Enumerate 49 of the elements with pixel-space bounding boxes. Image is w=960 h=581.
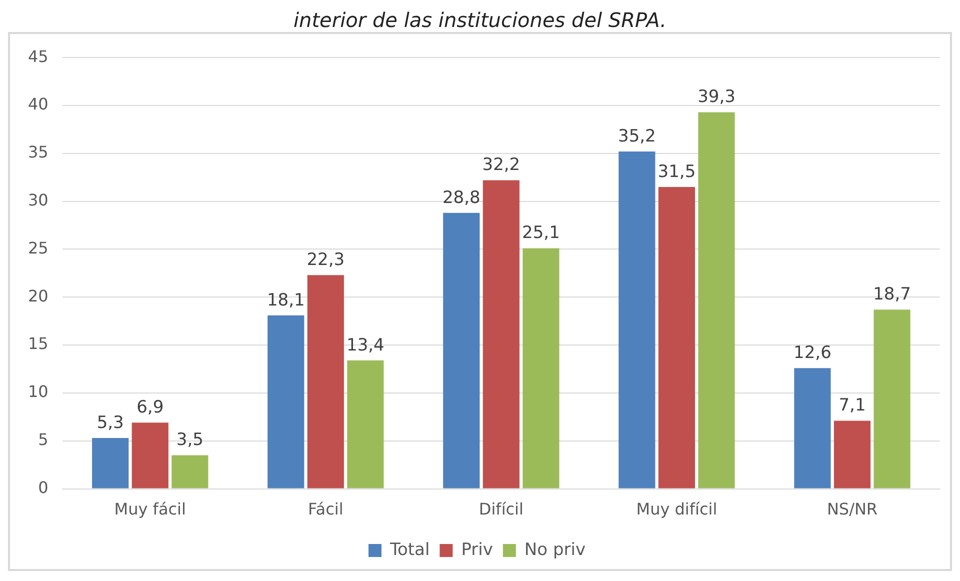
y-tick-label: 0 <box>38 478 48 497</box>
bar <box>92 438 129 488</box>
data-label: 35,2 <box>618 126 656 146</box>
y-tick-label: 10 <box>28 382 48 402</box>
legend-label: Priv <box>461 540 493 560</box>
y-tick-label: 15 <box>28 334 48 354</box>
bar <box>658 186 696 488</box>
bar <box>132 422 168 488</box>
y-tick-label: 25 <box>28 238 48 258</box>
y-tick-label: 5 <box>38 430 48 450</box>
data-label: 18,1 <box>266 290 305 310</box>
bar <box>482 180 520 488</box>
data-label: 31,5 <box>658 162 696 182</box>
data-label: 22,3 <box>306 250 345 270</box>
y-tick-label: 40 <box>28 94 48 114</box>
data-label: 39,3 <box>698 87 736 108</box>
bar <box>834 420 871 488</box>
bar <box>522 248 560 488</box>
y-tick-label: 30 <box>28 190 48 210</box>
data-label: 3,5 <box>176 430 204 450</box>
data-label: 18,7 <box>873 284 911 305</box>
data-label: 5,3 <box>96 412 124 433</box>
y-tick-label: 20 <box>28 286 48 306</box>
x-tick-label: Muy fácil <box>114 500 186 519</box>
bar <box>618 152 656 488</box>
data-label: 6,9 <box>136 398 164 418</box>
legend-label: Total <box>388 540 430 560</box>
data-label: 28,8 <box>442 188 480 208</box>
bar <box>307 275 344 488</box>
bar <box>698 112 735 488</box>
bar <box>268 315 304 488</box>
x-tick-label: NS/NR <box>826 500 878 519</box>
y-tick-label: 35 <box>28 142 48 162</box>
y-tick-label: 45 <box>28 46 48 66</box>
data-label: 32,2 <box>482 155 520 176</box>
data-label: 13,4 <box>346 335 384 356</box>
bar <box>874 310 910 488</box>
x-tick-label: Fácil <box>308 500 344 519</box>
data-label: 7,1 <box>838 396 866 416</box>
data-label: 25,1 <box>522 223 560 244</box>
bar <box>347 360 384 488</box>
bar <box>794 368 831 488</box>
legend-label: No priv <box>524 540 586 560</box>
x-tick-label: Difícil <box>478 500 524 519</box>
chart-title: interior de las instituciones del SRPA. <box>292 8 668 32</box>
data-label: 12,6 <box>794 342 832 363</box>
bar <box>172 455 208 488</box>
bar <box>443 212 480 488</box>
x-tick-label: Muy difícil <box>636 500 718 519</box>
